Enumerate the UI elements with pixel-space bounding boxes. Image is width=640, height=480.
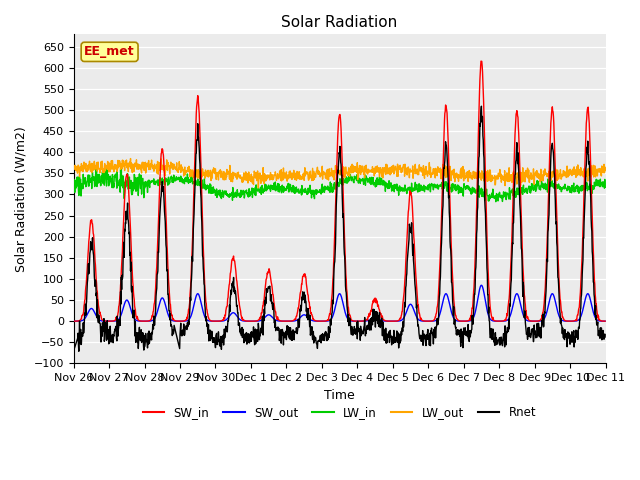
Y-axis label: Solar Radiation (W/m2): Solar Radiation (W/m2): [15, 126, 28, 272]
Title: Solar Radiation: Solar Radiation: [282, 15, 397, 30]
Text: EE_met: EE_met: [84, 45, 135, 59]
Legend: SW_in, SW_out, LW_in, LW_out, Rnet: SW_in, SW_out, LW_in, LW_out, Rnet: [138, 401, 541, 423]
X-axis label: Time: Time: [324, 389, 355, 402]
